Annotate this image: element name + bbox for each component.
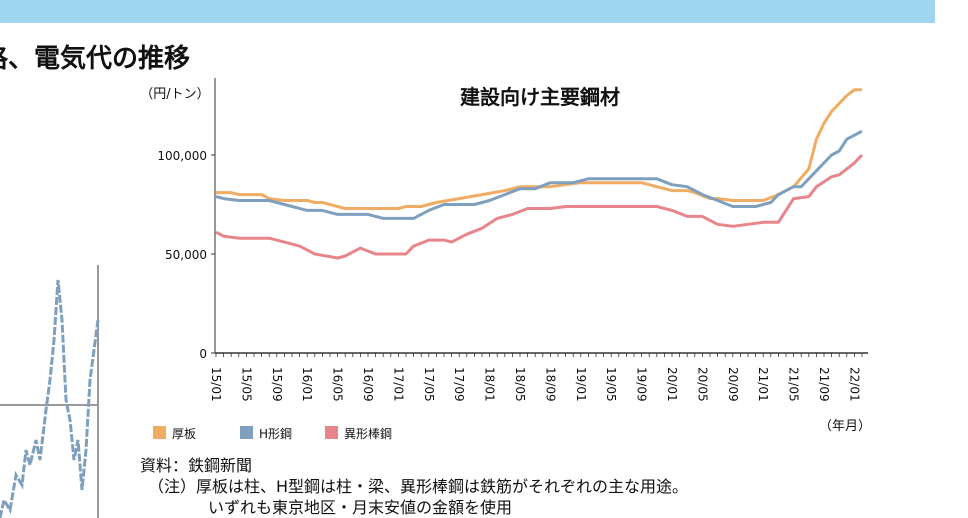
x-tick-label: 17/05 <box>422 367 436 402</box>
footnote-line-1: （注）厚板は柱、H型鋼は柱・梁、異形棒鋼は鉄筋がそれぞれの主な用途。 <box>148 477 689 496</box>
x-tick-label: 16/01 <box>300 367 314 402</box>
x-tick-label: 19/05 <box>604 367 618 402</box>
x-tick-label: 19/01 <box>574 367 588 402</box>
chart-title: 建設向け主要鋼材 <box>460 85 620 109</box>
y-tick-label: 100,000 <box>157 149 207 163</box>
x-tick-label: 21/01 <box>756 367 770 402</box>
x-tick-label: 18/05 <box>513 367 527 402</box>
fragment-series-line <box>0 279 100 518</box>
x-tick-label: 20/05 <box>695 367 709 402</box>
x-tick-label: 15/05 <box>239 367 253 402</box>
series-line-2 <box>215 129 863 220</box>
legend-swatch-1 <box>153 426 166 439</box>
page-title: 格、電気代の推移 <box>0 44 191 74</box>
source-note: 資料：鉄鋼新聞 <box>140 456 253 475</box>
adjacent-chart-fragment <box>0 265 100 518</box>
x-tick-label: 21/05 <box>787 367 801 402</box>
x-axis-label: （年月） <box>819 419 871 434</box>
legend-swatch-3 <box>325 426 338 439</box>
x-tick-label: 20/01 <box>665 367 679 402</box>
y-axis-label: （円/トン） <box>140 87 209 102</box>
series-line-3 <box>215 153 864 260</box>
y-tick-label: 0 <box>199 347 207 361</box>
x-tick-label: 19/09 <box>635 367 649 402</box>
x-tick-label: 17/01 <box>391 367 405 402</box>
chart-notes: 資料：鉄鋼新聞 （注）厚板は柱、H型鋼は柱・梁、異形棒鋼は鉄筋がそれぞれの主な用… <box>140 455 688 518</box>
legend-label-3: 異形棒鋼 <box>344 427 392 441</box>
x-tick-label: 18/09 <box>543 367 557 402</box>
x-tick-label: 17/09 <box>452 367 466 402</box>
legend-swatch-2 <box>240 426 253 439</box>
footnote-line-2: いずれも東京地区・月末安値の金額を使用 <box>208 498 513 517</box>
x-tick-label: 21/09 <box>817 367 831 402</box>
y-tick-label: 50,000 <box>165 248 207 262</box>
series-line-1 <box>216 88 862 210</box>
header-banner <box>0 0 935 23</box>
x-tick-label: 15/01 <box>209 367 223 402</box>
x-tick-label: 16/09 <box>361 367 375 402</box>
x-tick-label: 22/01 <box>847 367 861 402</box>
x-tick-label: 20/09 <box>726 367 740 402</box>
x-tick-label: 18/01 <box>483 367 497 402</box>
legend-label-2: H形鋼 <box>259 427 292 441</box>
legend-label-1: 厚板 <box>172 427 196 441</box>
x-tick-label: 16/05 <box>331 367 345 402</box>
x-tick-label: 15/09 <box>270 367 284 402</box>
